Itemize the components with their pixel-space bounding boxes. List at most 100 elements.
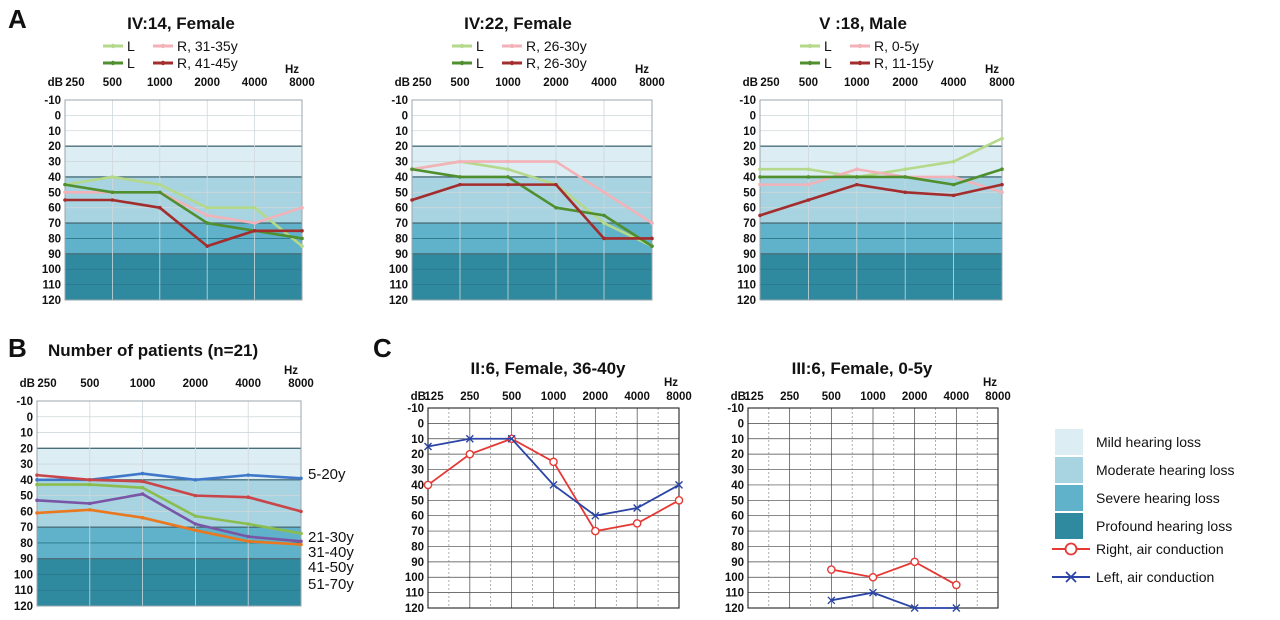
data-point: [300, 244, 304, 248]
x-tick-label: 4000: [944, 391, 970, 403]
x-tick-label: 8000: [989, 77, 1015, 89]
data-point: [205, 205, 209, 210]
y-tick-label: 100: [14, 569, 33, 581]
series-line-4: [36, 508, 302, 546]
circle-marker: [910, 557, 919, 567]
x-tick-label: 4000: [591, 77, 617, 89]
legend-entry-label: L: [824, 55, 832, 71]
y-tick-label: 50: [411, 495, 424, 507]
x-tick-label: 250: [65, 77, 84, 89]
data-point: [158, 190, 162, 195]
series-line-3: [65, 198, 302, 248]
y-tick-label: 20: [743, 141, 756, 153]
data-point: [300, 228, 304, 233]
y-tick-label: 30: [20, 459, 33, 471]
y-tick-label: 90: [48, 249, 61, 261]
y-tick-label: 100: [389, 264, 408, 276]
y-tick-label: 80: [20, 538, 33, 550]
plot-frame: [759, 99, 1003, 301]
circle-marker: [952, 580, 961, 590]
x-tick-label: 250: [780, 391, 799, 403]
y-tick-label: 0: [738, 418, 744, 430]
y-tick-label: 30: [48, 157, 61, 169]
x-tick-label: 2000: [892, 77, 918, 89]
data-point: [506, 182, 510, 187]
data-point: [758, 167, 762, 172]
x-tick-label: 2000: [902, 391, 928, 403]
series-line-3: [759, 183, 1003, 217]
x-tick-label: 2000: [194, 77, 220, 89]
y-tick-label: 120: [725, 603, 744, 615]
normal-band: [65, 100, 302, 147]
data-point: [88, 508, 92, 512]
profound-band: [760, 253, 1002, 300]
data-point: [140, 479, 145, 484]
y-tick-label: 10: [743, 126, 756, 138]
y-tick-label: 10: [731, 434, 744, 446]
legend-entry-label: R, 26-30y: [526, 38, 587, 54]
y-tick-label: 100: [737, 264, 756, 276]
legend-marker: [110, 43, 116, 49]
x-tick-label: 8000: [639, 77, 665, 89]
profound-band: [37, 558, 301, 606]
data-point: [951, 182, 956, 187]
chart-title: IV:14, Female: [127, 14, 235, 33]
legend-marker: [857, 43, 863, 49]
legend-label-profound: Profound hearing loss: [1096, 518, 1232, 534]
chart-4: [423, 407, 684, 609]
y-tick-label: 40: [743, 172, 756, 184]
y-tick-label: 10: [20, 428, 33, 440]
y-tick-label: 30: [731, 465, 744, 477]
x-tick-label: 2000: [583, 391, 609, 403]
x-marker: [910, 604, 919, 612]
hz-unit-label: Hz: [985, 64, 999, 76]
x-marker: [869, 588, 877, 597]
x-tick-label: 500: [80, 378, 99, 390]
y-tick-label: 120: [14, 601, 33, 613]
x-tick-label: 1000: [541, 391, 567, 403]
legend-entry-label: R, 31-35y: [177, 38, 238, 54]
data-point: [299, 509, 303, 514]
data-point: [110, 190, 115, 195]
legend-entry-label: L: [127, 55, 135, 71]
data-point: [63, 198, 67, 202]
legend-marker: [160, 43, 166, 49]
y-tick-label: 60: [395, 203, 408, 215]
data-point: [1000, 182, 1004, 187]
y-tick-label: -10: [407, 403, 424, 415]
y-tick-label: 40: [395, 172, 408, 184]
y-tick-label: 20: [48, 141, 61, 153]
y-tick-label: 20: [731, 449, 744, 461]
y-tick-label: 80: [731, 541, 744, 553]
legend-marker: [509, 43, 515, 49]
series-line-1: [760, 167, 1003, 194]
circle-marker: [632, 519, 642, 528]
data-point: [246, 522, 250, 526]
y-tick-label: 60: [411, 511, 424, 523]
plot-frame: [427, 407, 680, 609]
y-tick-label: 70: [48, 218, 61, 230]
normal-band: [760, 100, 1002, 147]
db-unit-label: dB: [411, 391, 426, 403]
series-line-2: [411, 167, 653, 248]
data-point: [193, 528, 198, 533]
y-tick-label: 70: [395, 218, 408, 230]
y-tick-label: 20: [395, 141, 408, 153]
y-tick-label: -10: [739, 95, 756, 107]
legend-marker: [110, 60, 116, 66]
chart-title: IV:22, Female: [464, 14, 572, 33]
x-tick-label: 8000: [289, 77, 315, 89]
legend-entry-label: L: [824, 38, 832, 54]
x-tick-label: 4000: [235, 378, 261, 390]
legend-marker: [807, 60, 813, 66]
y-tick-label: 50: [20, 491, 33, 503]
series-line-3: [411, 183, 652, 240]
chart-title: Number of patients (n=21): [48, 341, 258, 360]
y-tick-label: 80: [411, 541, 424, 553]
y-tick-label: 80: [395, 233, 408, 245]
x-tick-label: 4000: [242, 77, 268, 89]
y-tick-label: -10: [727, 403, 744, 415]
legend-marker: [160, 60, 166, 66]
y-tick-label: 110: [389, 280, 408, 292]
legend-label-right-air: Right, air conduction: [1096, 541, 1224, 557]
